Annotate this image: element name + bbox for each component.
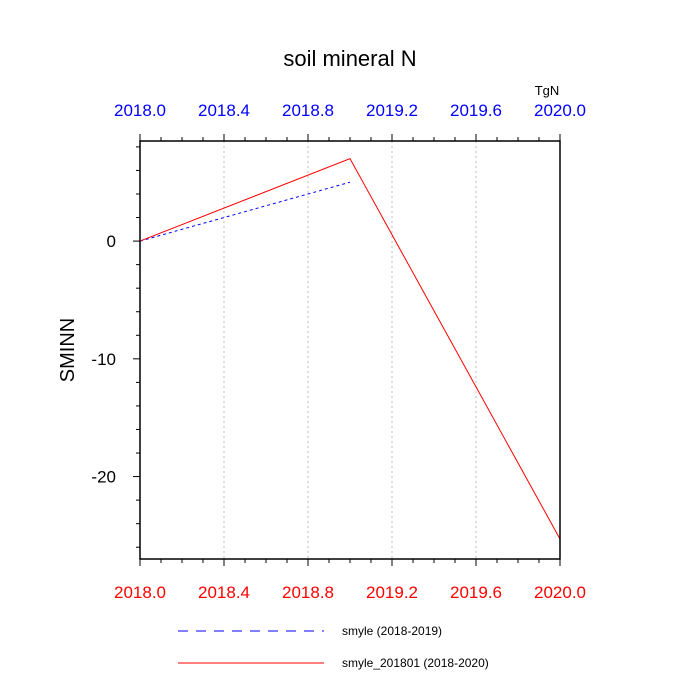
- x-tick-label-bottom: 2019.6: [450, 583, 502, 602]
- x-tick-label-bottom: 2018.4: [198, 583, 250, 602]
- x-tick-label-top: 2018.0: [114, 101, 166, 120]
- x-tick-label-bottom: 2020.0: [534, 583, 586, 602]
- x-tick-label-top: 2020.0: [534, 101, 586, 120]
- legend-label-1: smyle (2018-2019): [342, 624, 442, 638]
- legend-label-2: smyle_201801 (2018-2020): [342, 656, 489, 670]
- x-tick-label-bottom: 2018.8: [282, 583, 334, 602]
- y-tick-label: -10: [91, 350, 116, 369]
- units-label: TgN: [535, 83, 560, 98]
- x-tick-label-bottom: 2018.0: [114, 583, 166, 602]
- x-tick-label-bottom: 2019.2: [366, 583, 418, 602]
- y-axis-label: SMINN: [57, 318, 79, 382]
- tick-layer: 2018.0 2018.0 2018.4 2018.4 2018.8 2018.8 2019…: [91, 101, 586, 602]
- y-tick-label: 0: [107, 232, 116, 251]
- series-line-2: [139, 158, 561, 540]
- x-tick-label-top: 2018.4: [198, 101, 250, 120]
- grid-layer: [223, 141, 477, 559]
- x-tick-label-top: 2018.8: [282, 101, 334, 120]
- series-layer: [139, 158, 561, 540]
- plot-frame: [139, 140, 561, 560]
- label-layer: soil mineral N TgN SMINN: [57, 46, 559, 382]
- legend: smyle (2018-2019) smyle_201801 (2018-2020…: [178, 624, 489, 670]
- chart-title: soil mineral N: [283, 46, 416, 71]
- x-tick-label-top: 2019.6: [450, 101, 502, 120]
- series-line-1: [139, 181, 351, 242]
- x-tick-label-top: 2019.2: [366, 101, 418, 120]
- y-tick-label: -20: [91, 468, 116, 487]
